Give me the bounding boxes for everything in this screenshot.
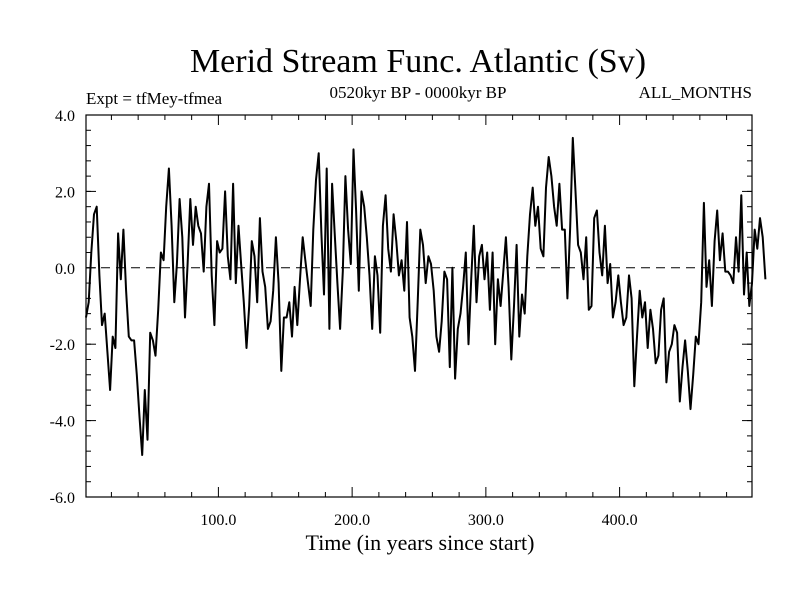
y-tick-label: 2.0: [55, 184, 75, 201]
y-tick-label: -4.0: [50, 414, 75, 431]
x-tick-label: 400.0: [602, 512, 638, 529]
x-axis-title: Time (in years since start): [306, 530, 535, 555]
x-axis: 100.0 200.0 300.0 400.0: [110, 115, 728, 529]
y-tick-label: -6.0: [50, 490, 75, 507]
series-line: [85, 136, 767, 456]
period-label: 0520kyr BP - 0000kyr BP: [330, 83, 507, 102]
x-tick-label: 300.0: [468, 512, 504, 529]
y-tick-label: -2.0: [50, 337, 75, 354]
y-tick-label: 0.0: [55, 261, 75, 278]
x-tick-label: 100.0: [200, 512, 236, 529]
x-tick-label: 200.0: [334, 512, 370, 529]
y-tick-label: 4.0: [55, 108, 75, 125]
plot-frame: [85, 114, 753, 498]
months-label: ALL_MONTHS: [639, 83, 752, 102]
chart-title: Merid Stream Func. Atlantic (Sv): [190, 43, 646, 80]
y-axis: -6.0 -4.0 -2.0 0.0 2.0 4.0: [50, 108, 752, 507]
experiment-label: Expt = tfMey-tfmea: [86, 89, 223, 108]
